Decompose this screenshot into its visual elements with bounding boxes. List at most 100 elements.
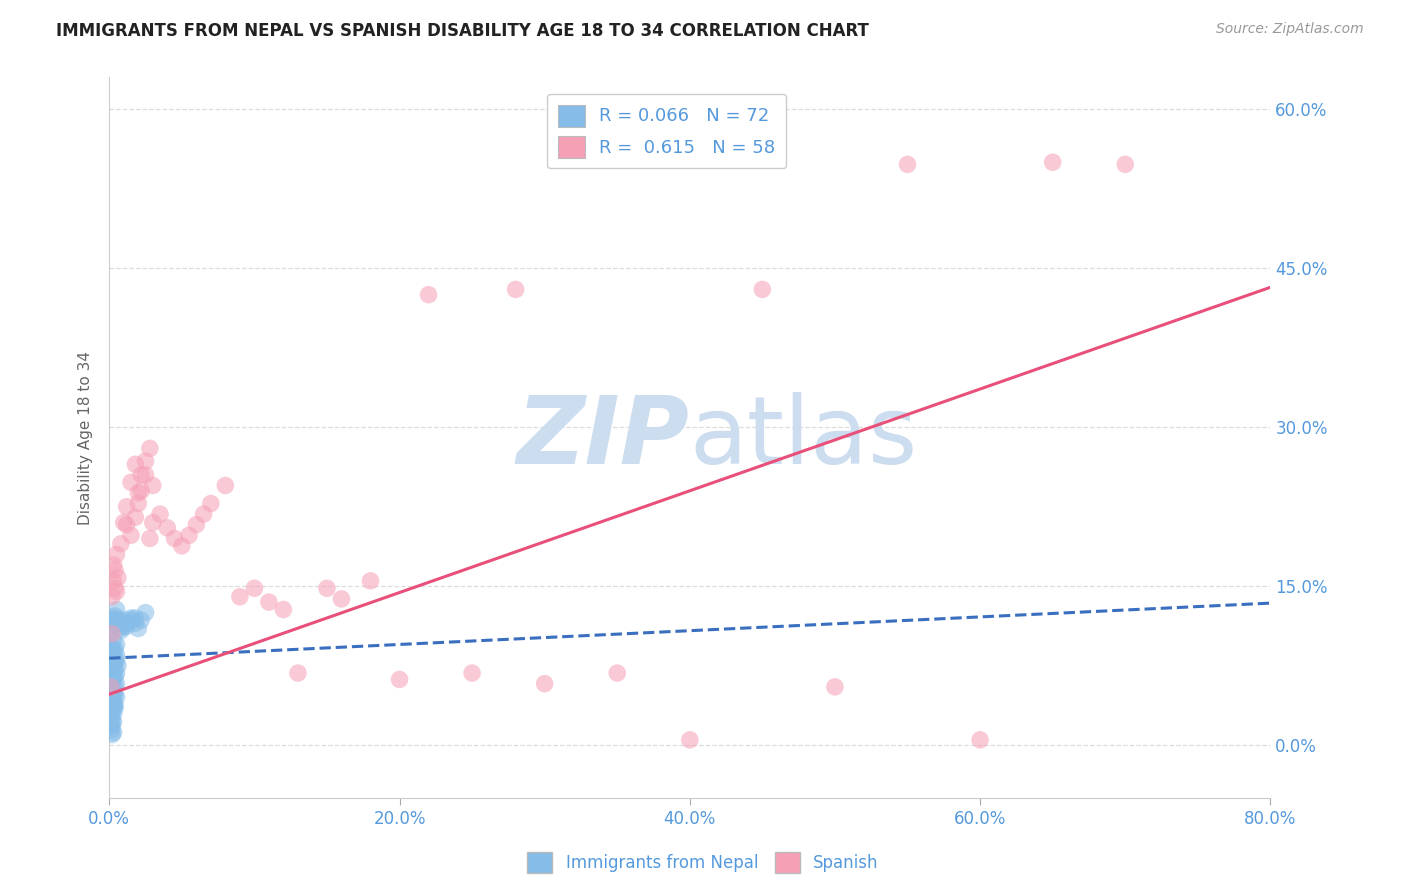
Point bbox=[104, 563, 127, 577]
Point bbox=[103, 687, 125, 701]
Point bbox=[606, 666, 628, 681]
Point bbox=[388, 673, 411, 687]
Point bbox=[129, 613, 152, 627]
Y-axis label: Disability Age 18 to 34: Disability Age 18 to 34 bbox=[79, 351, 93, 524]
Point bbox=[110, 537, 132, 551]
Point bbox=[103, 653, 125, 667]
Point bbox=[170, 539, 193, 553]
Point bbox=[104, 662, 127, 676]
Point bbox=[104, 608, 127, 623]
Text: ZIP: ZIP bbox=[517, 392, 690, 483]
Point bbox=[418, 287, 440, 301]
Point bbox=[120, 475, 142, 490]
Point bbox=[101, 727, 124, 741]
Point bbox=[100, 658, 122, 673]
Point bbox=[896, 157, 918, 171]
Point bbox=[112, 619, 135, 633]
Text: IMMIGRANTS FROM NEPAL VS SPANISH DISABILITY AGE 18 TO 34 CORRELATION CHART: IMMIGRANTS FROM NEPAL VS SPANISH DISABIL… bbox=[56, 22, 869, 40]
Point bbox=[105, 602, 128, 616]
Point bbox=[105, 690, 128, 705]
Point bbox=[243, 582, 266, 596]
Point bbox=[129, 467, 152, 482]
Point bbox=[100, 624, 122, 638]
Point bbox=[105, 547, 128, 561]
Point bbox=[287, 666, 309, 681]
Point bbox=[104, 680, 127, 694]
Point bbox=[124, 457, 146, 471]
Point bbox=[104, 669, 127, 683]
Point bbox=[257, 595, 280, 609]
Point bbox=[100, 719, 122, 733]
Point bbox=[101, 723, 124, 737]
Point bbox=[103, 673, 125, 687]
Point bbox=[127, 486, 149, 500]
Point bbox=[129, 483, 152, 498]
Point bbox=[101, 683, 124, 698]
Text: atlas: atlas bbox=[690, 392, 918, 483]
Point bbox=[103, 701, 125, 715]
Legend: R = 0.066   N = 72, R =  0.615   N = 58: R = 0.066 N = 72, R = 0.615 N = 58 bbox=[547, 94, 786, 169]
Point bbox=[104, 701, 127, 715]
Point bbox=[101, 640, 124, 655]
Point bbox=[104, 642, 127, 657]
Point bbox=[107, 613, 129, 627]
Point bbox=[200, 496, 222, 510]
Point bbox=[156, 521, 179, 535]
Point bbox=[115, 616, 138, 631]
Point bbox=[273, 602, 295, 616]
Point bbox=[214, 478, 236, 492]
Point bbox=[824, 680, 846, 694]
Point bbox=[101, 613, 124, 627]
Point bbox=[101, 619, 124, 633]
Point bbox=[101, 676, 124, 690]
Point bbox=[103, 574, 125, 588]
Point bbox=[101, 717, 124, 731]
Point bbox=[103, 611, 125, 625]
Point bbox=[103, 634, 125, 648]
Point bbox=[103, 714, 125, 729]
Point bbox=[142, 478, 165, 492]
Point bbox=[149, 507, 172, 521]
Point bbox=[101, 590, 124, 604]
Point bbox=[360, 574, 382, 588]
Point bbox=[142, 516, 165, 530]
Point bbox=[103, 693, 125, 707]
Point bbox=[103, 698, 125, 712]
Point bbox=[751, 282, 773, 296]
Point bbox=[101, 627, 124, 641]
Point bbox=[112, 516, 135, 530]
Legend: Immigrants from Nepal, Spanish: Immigrants from Nepal, Spanish bbox=[520, 846, 886, 880]
Point bbox=[101, 651, 124, 665]
Point bbox=[110, 616, 132, 631]
Point bbox=[103, 648, 125, 662]
Point bbox=[330, 591, 353, 606]
Point bbox=[100, 645, 122, 659]
Point bbox=[533, 676, 555, 690]
Point bbox=[127, 496, 149, 510]
Point bbox=[124, 611, 146, 625]
Point bbox=[969, 732, 991, 747]
Point bbox=[105, 676, 128, 690]
Point bbox=[104, 698, 127, 712]
Point bbox=[127, 622, 149, 636]
Point bbox=[193, 507, 215, 521]
Point bbox=[105, 584, 128, 599]
Point bbox=[101, 656, 124, 670]
Point bbox=[112, 613, 135, 627]
Point bbox=[100, 616, 122, 631]
Point bbox=[101, 696, 124, 710]
Point bbox=[103, 706, 125, 721]
Point bbox=[103, 558, 125, 572]
Point bbox=[115, 619, 138, 633]
Point bbox=[103, 664, 125, 678]
Point bbox=[120, 528, 142, 542]
Point bbox=[101, 690, 124, 705]
Point bbox=[103, 725, 125, 739]
Point bbox=[107, 571, 129, 585]
Point bbox=[120, 611, 142, 625]
Point bbox=[100, 637, 122, 651]
Point bbox=[163, 532, 186, 546]
Point bbox=[177, 528, 200, 542]
Point bbox=[135, 467, 157, 482]
Point bbox=[120, 613, 142, 627]
